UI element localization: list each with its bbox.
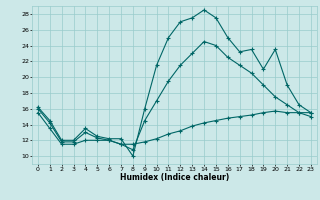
X-axis label: Humidex (Indice chaleur): Humidex (Indice chaleur) xyxy=(120,173,229,182)
